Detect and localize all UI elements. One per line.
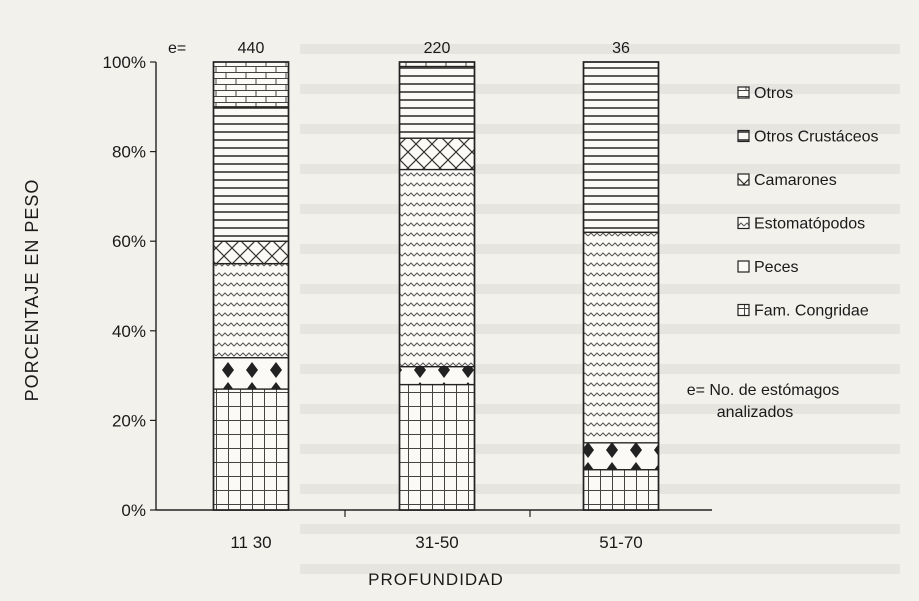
bar-segment-estomat-podos (398, 168, 476, 368)
x-axis-title: PROFUNDIDAD (368, 570, 504, 589)
bar-segment-otros-crust-ceos (212, 106, 290, 242)
bar-segment-otros-crust-ceos (582, 61, 660, 233)
legend-label: Camarones (754, 172, 837, 189)
bars (212, 61, 660, 511)
sample-size-label: 440 (238, 40, 265, 57)
legend-label: Otros Crustáceos (754, 129, 878, 146)
y-tick-label: 20% (112, 411, 146, 430)
legend-swatch (737, 260, 750, 273)
legend-swatch (737, 216, 750, 230)
bar-outline (212, 61, 290, 511)
y-tick-label: 0% (121, 501, 146, 520)
bar-outline (582, 61, 660, 511)
legend-note-line-1: e= No. de estómagos (687, 382, 840, 399)
legend-swatch (737, 129, 750, 143)
bar-segment-estomat-podos (212, 262, 290, 359)
x-tick-label: 11 30 (230, 533, 271, 552)
bar-segment-peces (212, 357, 290, 390)
legend-swatch (737, 303, 750, 317)
y-tick-label: 80% (112, 143, 146, 162)
y-tick-label: 60% (112, 232, 146, 251)
y-axis-title: PORCENTAJE EN PESO (22, 179, 42, 402)
bar-segment-otros (212, 61, 290, 108)
y-tick-label: 40% (112, 322, 146, 341)
legend-label: Estomatópodos (754, 216, 865, 233)
bar-segment-fam-congridae (582, 469, 660, 511)
y-tick-label: 100% (103, 53, 146, 72)
bar-segment-otros-crust-ceos (398, 65, 476, 139)
bar-segment-camarones (398, 137, 476, 171)
sample-size-label: 36 (612, 40, 630, 57)
legend-swatch (737, 173, 750, 186)
bar-outline (398, 61, 476, 511)
legend: Otros Otros Crustáceos Camarones Estomatópo… (687, 85, 879, 421)
legend-swatch (737, 86, 750, 99)
bar-segment-peces (582, 442, 660, 471)
legend-label: Peces (754, 259, 798, 276)
bar-segment-fam-congridae (212, 388, 290, 511)
legend-label: Fam. Congridae (754, 303, 869, 320)
bar-segment-fam-congridae (398, 383, 476, 511)
legend-label: Otros (754, 85, 793, 102)
bar-segment-camarones (212, 240, 290, 265)
sample-size-label: 220 (424, 40, 451, 57)
bar-segment-peces (398, 365, 476, 386)
sample-size-prefix: e= (168, 40, 186, 57)
x-tick-label: 31-50 (415, 533, 458, 552)
bar-segment-estomat-podos (582, 231, 660, 444)
x-tick-label: 51-70 (599, 533, 642, 552)
legend-note-line-2: analizados (717, 404, 794, 421)
